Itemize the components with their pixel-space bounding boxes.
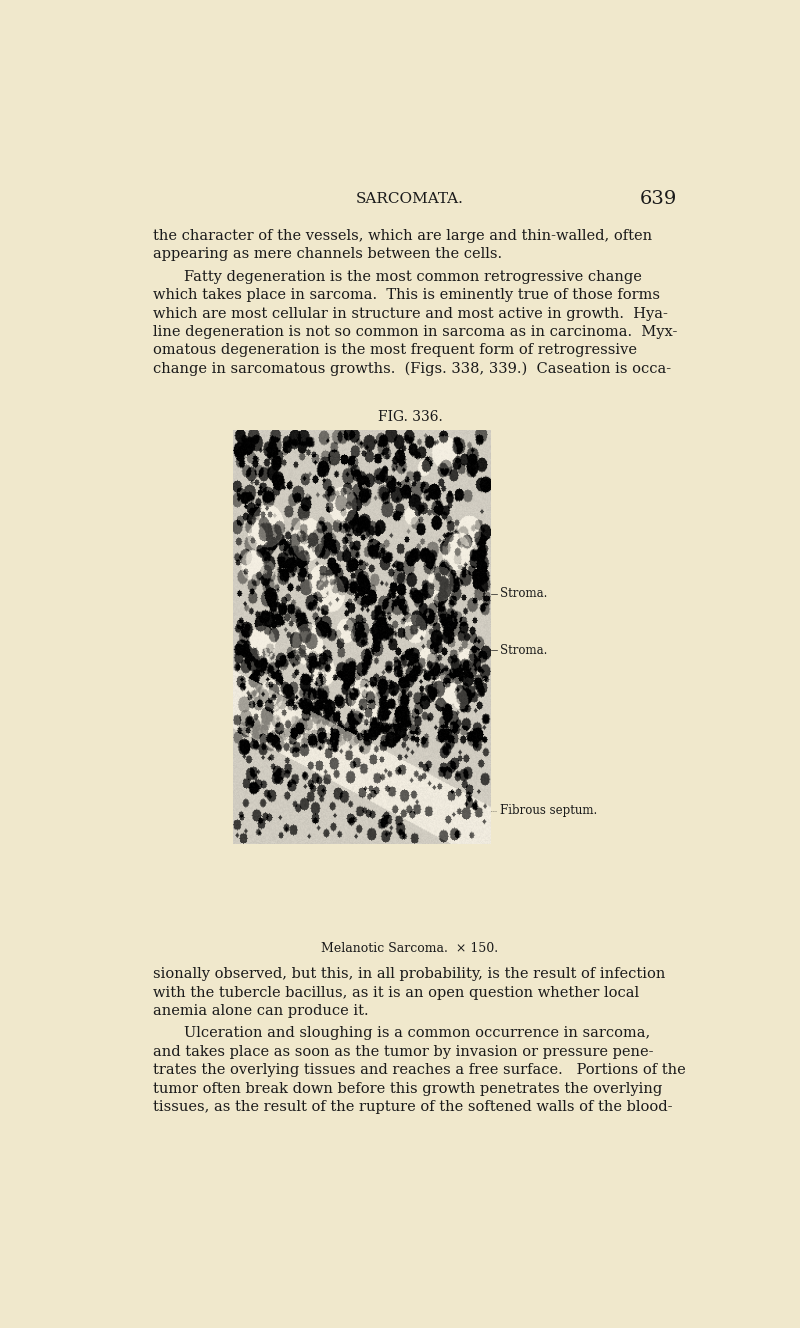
Text: FIG. 336.: FIG. 336. xyxy=(378,410,442,424)
Text: the character of the vessels, which are large and thin-walled, often: the character of the vessels, which are … xyxy=(153,228,652,243)
Text: which are most cellular in structure and most active in growth.  Hya-: which are most cellular in structure and… xyxy=(153,307,667,320)
Text: line degeneration is not so common in sarcoma as in carcinoma.  Myx-: line degeneration is not so common in sa… xyxy=(153,325,677,339)
Text: sionally observed, but this, in all probability, is the result of infection: sionally observed, but this, in all prob… xyxy=(153,967,665,981)
Text: Stroma.: Stroma. xyxy=(500,644,547,656)
Text: with the tubercle bacillus, as it is an open question whether local: with the tubercle bacillus, as it is an … xyxy=(153,985,639,1000)
Text: Melanotic Sarcoma.  × 150.: Melanotic Sarcoma. × 150. xyxy=(322,942,498,955)
Text: 639: 639 xyxy=(639,190,677,208)
Text: Fatty degeneration is the most common retrogressive change: Fatty degeneration is the most common re… xyxy=(184,270,642,284)
Text: which takes place in sarcoma.  This is eminently true of those forms: which takes place in sarcoma. This is em… xyxy=(153,288,660,303)
Text: trates the overlying tissues and reaches a free surface.   Portions of the: trates the overlying tissues and reaches… xyxy=(153,1064,686,1077)
Text: appearing as mere channels between the cells.: appearing as mere channels between the c… xyxy=(153,247,502,262)
Text: omatous degeneration is the most frequent form of retrogressive: omatous degeneration is the most frequen… xyxy=(153,344,637,357)
Text: tumor often break down before this growth penetrates the overlying: tumor often break down before this growt… xyxy=(153,1082,662,1096)
Text: Ulceration and sloughing is a common occurrence in sarcoma,: Ulceration and sloughing is a common occ… xyxy=(184,1027,650,1041)
Text: tissues, as the result of the rupture of the softened walls of the blood-: tissues, as the result of the rupture of… xyxy=(153,1100,672,1114)
Text: SARCOMATA.: SARCOMATA. xyxy=(356,193,464,206)
Text: and takes place as soon as the tumor by invasion or pressure pene-: and takes place as soon as the tumor by … xyxy=(153,1045,654,1058)
Text: Stroma.: Stroma. xyxy=(500,587,547,600)
Text: Fibrous septum.: Fibrous septum. xyxy=(500,805,597,817)
Text: anemia alone can produce it.: anemia alone can produce it. xyxy=(153,1004,368,1019)
Text: change in sarcomatous growths.  (Figs. 338, 339.)  Caseation is occa-: change in sarcomatous growths. (Figs. 33… xyxy=(153,361,671,376)
